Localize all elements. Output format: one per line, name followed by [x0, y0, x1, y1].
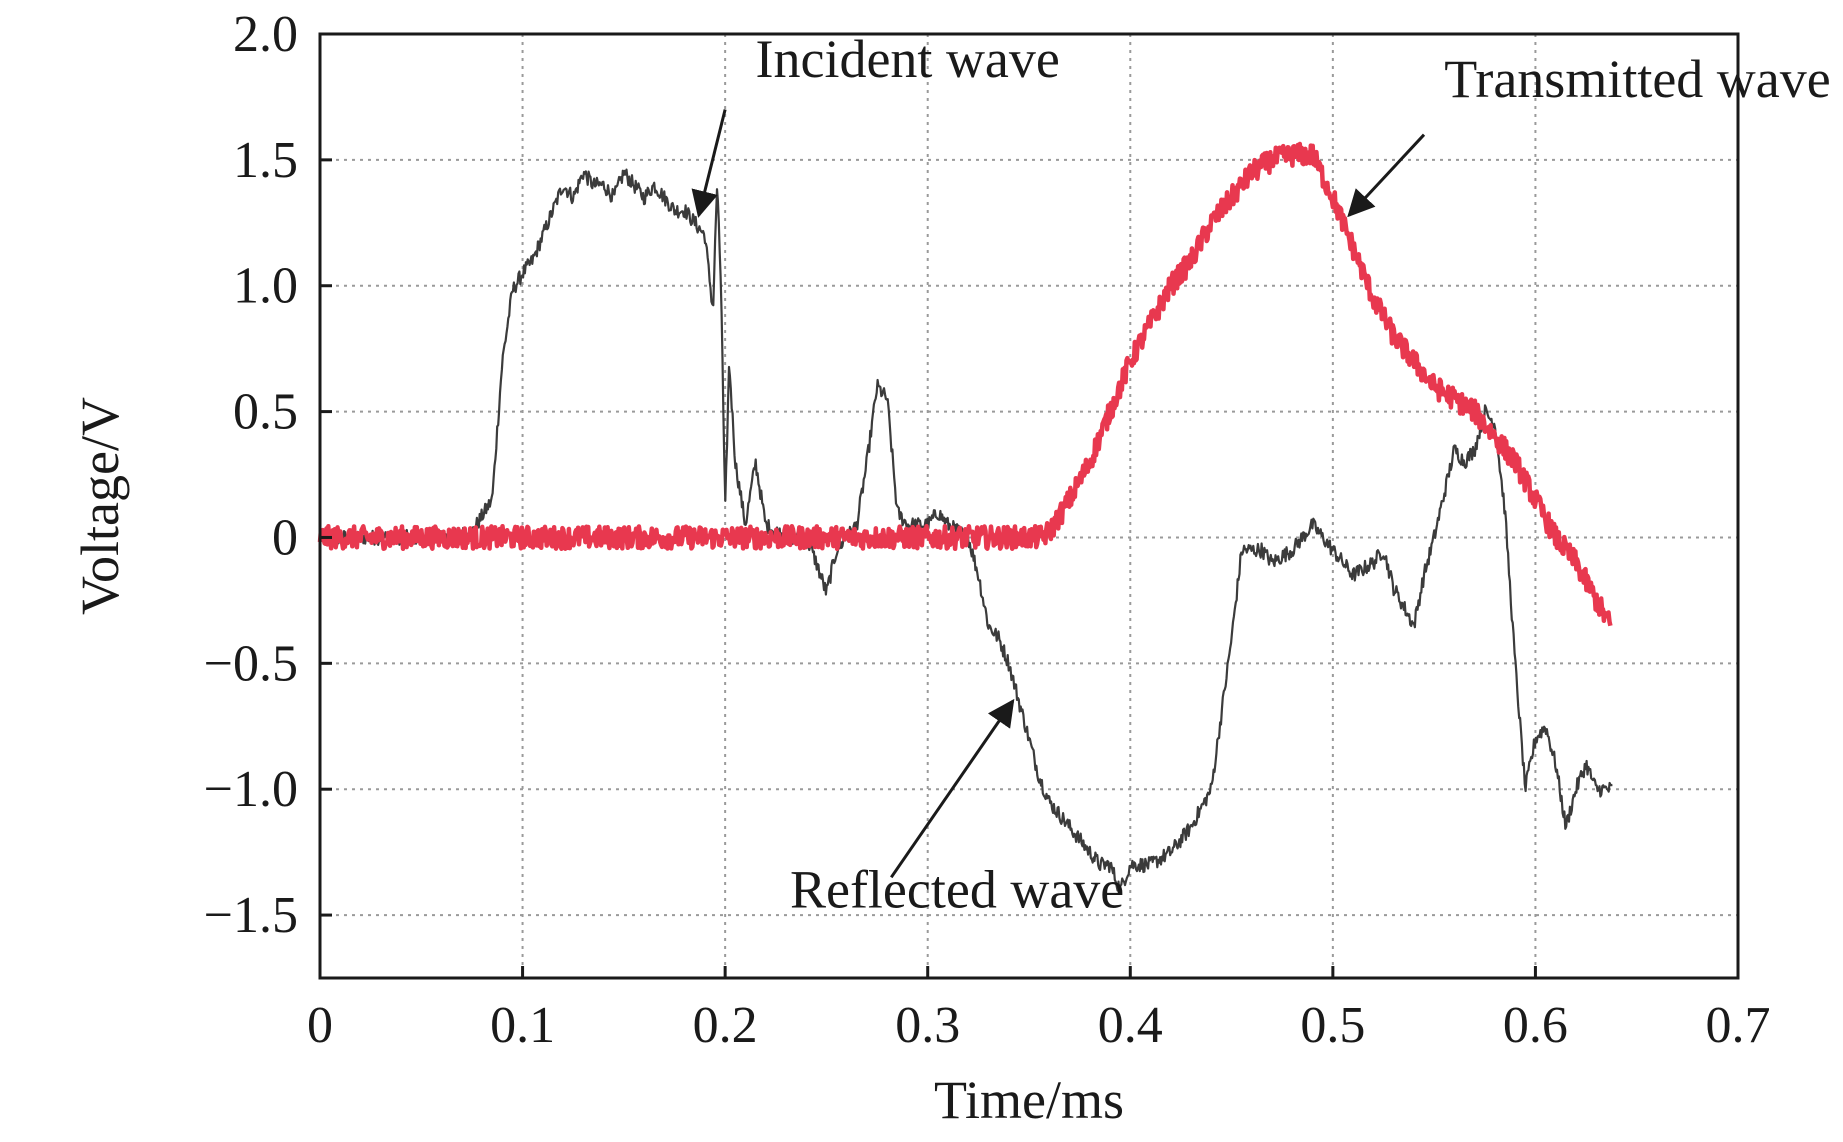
plot-frame — [318, 32, 1740, 980]
y-tick-label: 2.0 — [233, 6, 298, 63]
y-tick-label: −1.5 — [204, 887, 298, 944]
x-tick-label: 0.5 — [1300, 997, 1365, 1054]
y-tick-label: −0.5 — [204, 635, 298, 692]
ticks: 0 0.1 0.2 0.3 0.4 0.5 0.6 0.7 2.0 1.5 1.0 0.5 0 −0.5 −… — [204, 6, 1771, 1054]
x-axis-title: Time/ms — [934, 1070, 1124, 1130]
y-tick-label: −1.0 — [204, 761, 298, 818]
x-tick-label: 0.3 — [895, 997, 960, 1054]
y-axis-title: Voltage/V — [70, 397, 130, 615]
x-tick-label: 0.7 — [1706, 997, 1771, 1054]
annotation-arrow-2 — [890, 698, 1015, 879]
y-tick-label: 0 — [272, 509, 298, 566]
x-tick-label: 0.6 — [1503, 997, 1568, 1054]
annotation-label-2: Reflected wave — [790, 860, 1124, 920]
annotation-label-0: Incident wave — [756, 29, 1060, 89]
x-tick-label: 0.1 — [490, 997, 555, 1054]
series-line-1 — [317, 141, 1613, 627]
x-tick-label: 0 — [307, 997, 333, 1054]
x-tick-label: 0.4 — [1098, 997, 1163, 1054]
annotation-arrow-0 — [691, 109, 727, 218]
annotation-arrow-1 — [1347, 133, 1426, 218]
x-tick-label: 0.2 — [693, 997, 758, 1054]
y-tick-label: 1.5 — [233, 132, 298, 189]
annotations: Incident wave Transmitted wave Reflected w… — [691, 29, 1831, 920]
y-tick-label: 0.5 — [233, 384, 298, 441]
annotation-label-1: Transmitted wave — [1444, 49, 1830, 109]
series-layer — [317, 141, 1613, 895]
y-tick-label: 1.0 — [233, 258, 298, 315]
